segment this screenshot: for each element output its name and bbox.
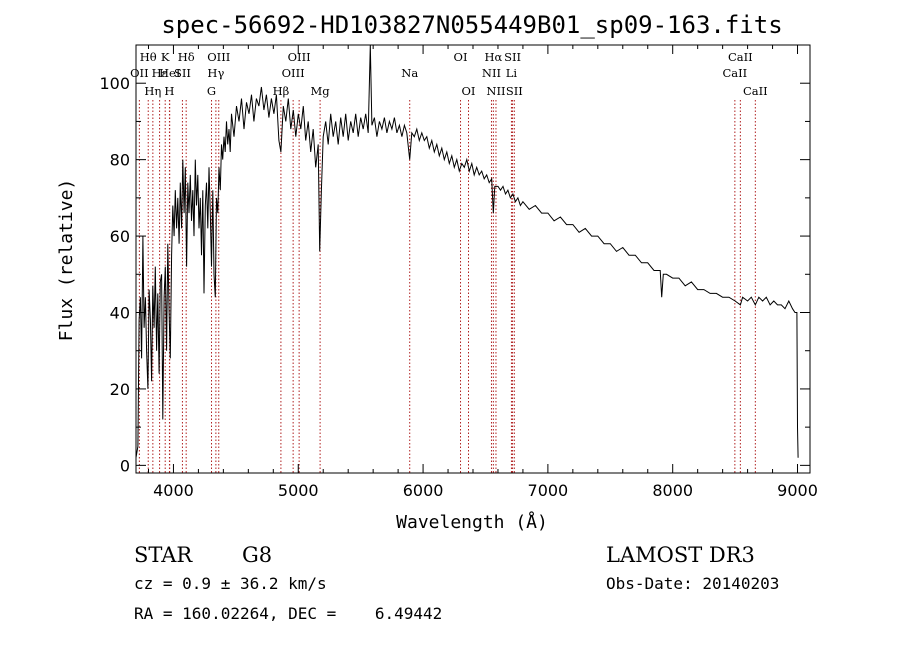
- y-tick-label: 0: [120, 456, 130, 475]
- line-marker-label: NII: [486, 84, 505, 98]
- line-markers: Hθ OII Hη Hε K HeI H Hδ SII OIII Hγ G Hβ OIII OIII Mg Na…: [130, 50, 768, 473]
- object-class: STAR: [134, 543, 193, 567]
- survey-name: LAMOST DR3: [606, 543, 755, 567]
- y-axis-title: Flux (relative): [56, 179, 77, 342]
- line-marker-label: Li: [506, 66, 518, 80]
- obs-date: Obs-Date: 20140203: [606, 574, 779, 593]
- x-tick-label: 5000: [278, 481, 319, 500]
- y-tick-label: 100: [99, 74, 130, 93]
- y-tick-label: 40: [110, 304, 130, 323]
- line-marker-label: Hη: [144, 84, 161, 98]
- x-tick-label: 7000: [528, 481, 569, 500]
- line-marker-label: Hβ: [273, 84, 290, 98]
- line-marker-label: K: [161, 50, 170, 64]
- y-tick-label: 20: [110, 380, 130, 399]
- y-tick-label: 80: [110, 151, 130, 170]
- x-tick-label: 6000: [403, 481, 444, 500]
- line-marker-label: SII: [506, 84, 523, 98]
- line-marker-label: OII: [130, 66, 149, 80]
- redshift-readout: cz = 0.9 ± 36.2 km/s: [134, 574, 327, 593]
- line-marker-label: Na: [401, 66, 418, 80]
- x-axis-title: Wavelength (Å): [396, 511, 548, 533]
- line-marker-label: OIII: [282, 66, 305, 80]
- line-marker-label: H: [164, 84, 174, 98]
- object-subclass: G8: [242, 543, 272, 567]
- line-marker-label: Mg: [311, 84, 331, 98]
- line-marker-label: SII: [174, 66, 191, 80]
- line-marker-label: HeI: [159, 66, 180, 80]
- line-marker-label: CaII: [722, 66, 747, 80]
- line-marker-label: Hγ: [207, 66, 224, 80]
- line-marker-label: CaII: [743, 84, 768, 98]
- line-marker-label: Hα: [484, 50, 502, 64]
- x-tick-label: 9000: [777, 481, 818, 500]
- x-tick-label: 8000: [652, 481, 693, 500]
- x-tick-label: 4000: [153, 481, 194, 500]
- coordinates: RA = 160.02264, DEC = 6.49442: [134, 604, 442, 623]
- line-marker-label: CaII: [728, 50, 753, 64]
- line-marker-label: Hε: [152, 66, 168, 80]
- x-axis-ticks: 4000 5000 6000 7000 8000 9000: [147, 45, 818, 500]
- line-marker-label: OI: [454, 50, 468, 64]
- line-marker-label: SII: [504, 50, 521, 64]
- line-marker-label: NII: [482, 66, 501, 80]
- chart-title: spec-56692-HD103827N055449B01_sp09-163.f…: [161, 11, 782, 39]
- line-marker-label: OI: [462, 84, 476, 98]
- line-marker-label: Hθ: [140, 50, 157, 64]
- line-marker-label: G: [207, 84, 216, 98]
- line-marker-label: OIII: [207, 50, 230, 64]
- line-marker-label: Hδ: [178, 50, 195, 64]
- y-axis-ticks: 0 20 40 60 80 100: [99, 44, 810, 475]
- spectrum-line: [135, 44, 799, 458]
- y-tick-label: 60: [110, 227, 130, 246]
- line-marker-label: OIII: [288, 50, 311, 64]
- plot-frame: [135, 44, 811, 474]
